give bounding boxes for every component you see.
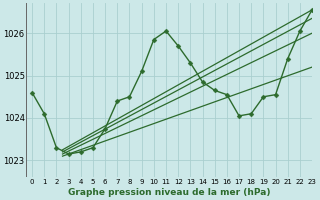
X-axis label: Graphe pression niveau de la mer (hPa): Graphe pression niveau de la mer (hPa) [68,188,270,197]
